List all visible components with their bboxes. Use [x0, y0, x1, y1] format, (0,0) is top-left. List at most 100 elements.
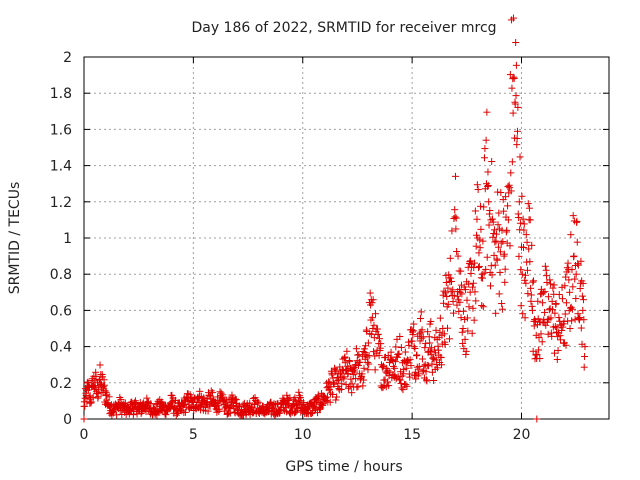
data-point [546, 276, 554, 284]
data-point [519, 215, 527, 223]
data-point [406, 356, 414, 364]
data-point [483, 108, 491, 116]
data-point [246, 399, 254, 407]
data-point [282, 408, 290, 416]
data-point [529, 278, 537, 286]
data-point [369, 325, 377, 332]
data-point [197, 402, 205, 410]
data-point [358, 370, 366, 378]
data-point [501, 265, 509, 273]
data-point [553, 324, 561, 332]
data-point [496, 268, 504, 276]
data-point [562, 299, 570, 307]
data-point [568, 305, 576, 313]
data-point [398, 372, 406, 380]
data-point [545, 293, 553, 301]
data-point [518, 270, 526, 278]
data-point [461, 286, 469, 294]
data-point [360, 364, 368, 372]
data-point [507, 169, 515, 177]
data-point [555, 291, 563, 299]
data-point [527, 291, 535, 299]
data-point [452, 214, 460, 222]
x-tick-label: 0 [80, 427, 89, 443]
data-point [556, 336, 564, 344]
data-point [484, 168, 492, 176]
data-point [570, 253, 578, 261]
data-point [109, 409, 117, 417]
data-point [456, 285, 464, 293]
data-point [465, 280, 473, 288]
data-point [484, 182, 492, 190]
data-point [359, 382, 367, 390]
data-point [502, 193, 510, 201]
data-point [566, 288, 574, 296]
data-point [581, 352, 589, 360]
data-point [568, 317, 576, 325]
data-point [515, 198, 523, 206]
data-point [96, 379, 104, 387]
data-point [322, 397, 330, 405]
data-point [253, 400, 261, 408]
data-point [500, 207, 508, 215]
data-point [387, 348, 395, 356]
data-point [379, 363, 387, 371]
data-point [215, 405, 223, 413]
data-point [389, 362, 397, 370]
data-point [374, 330, 382, 338]
data-point [481, 145, 489, 153]
data-point [397, 344, 405, 352]
data-point [512, 61, 520, 69]
data-point [548, 297, 556, 305]
data-point [434, 342, 442, 350]
data-point [555, 314, 563, 322]
data-point [407, 362, 415, 370]
data-point [296, 392, 304, 400]
data-point [456, 298, 464, 306]
data-point [488, 158, 496, 166]
data-point [232, 395, 240, 403]
data-point [383, 378, 391, 386]
data-point [325, 378, 333, 386]
data-point [349, 364, 357, 372]
data-point [580, 363, 588, 371]
data-point [526, 258, 534, 266]
data-point [513, 127, 521, 135]
data-point [173, 410, 181, 418]
data-point [423, 377, 431, 385]
data-point [446, 335, 454, 343]
data-point [419, 333, 427, 341]
data-point [569, 283, 577, 291]
data-point [491, 261, 499, 269]
data-point [550, 281, 558, 289]
data-point [184, 397, 192, 405]
data-point [494, 243, 502, 251]
data-point [522, 279, 530, 287]
data-point [200, 394, 208, 402]
data-point [488, 271, 496, 279]
data-point [370, 321, 378, 329]
data-point [571, 275, 579, 283]
data-point [502, 213, 510, 221]
data-point [457, 314, 465, 322]
data-point [437, 354, 445, 362]
y-tick-label: 1.4 [50, 159, 72, 175]
data-point [525, 245, 533, 253]
data-point [370, 334, 378, 342]
data-point [226, 403, 234, 411]
data-point [479, 303, 487, 311]
data-point [580, 316, 588, 324]
data-point [399, 386, 407, 394]
data-point [520, 220, 528, 228]
y-tick-label: 2 [63, 50, 72, 66]
data-point [561, 282, 569, 290]
x-tick-label: 15 [403, 427, 421, 443]
data-point [208, 389, 216, 397]
data-point [506, 184, 514, 192]
data-point [490, 226, 498, 234]
data-point [344, 370, 352, 378]
data-point [341, 359, 349, 367]
data-point [536, 355, 544, 363]
data-point [316, 405, 324, 413]
